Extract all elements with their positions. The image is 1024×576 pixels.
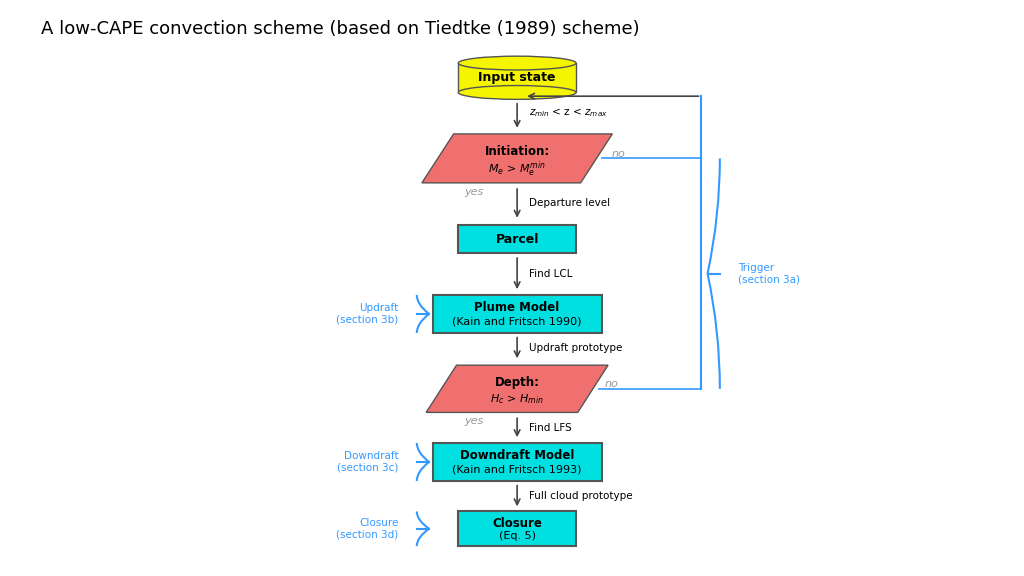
Text: (Kain and Fritsch 1990): (Kain and Fritsch 1990) (453, 316, 582, 327)
Text: Find LFS: Find LFS (529, 423, 572, 433)
Text: $M_e$ > $M_e^{min}$: $M_e$ > $M_e^{min}$ (488, 160, 546, 179)
Text: $H_c$ > $H_{min}$: $H_c$ > $H_{min}$ (490, 392, 544, 406)
Text: Closure
(section 3d): Closure (section 3d) (336, 518, 398, 540)
Text: $z_{min}$ < z < $z_{max}$: $z_{min}$ < z < $z_{max}$ (529, 107, 608, 119)
Text: Trigger
(section 3a): Trigger (section 3a) (738, 263, 801, 285)
Text: (Eq. 5): (Eq. 5) (499, 530, 536, 541)
Text: A low-CAPE convection scheme (based on Tiedtke (1989) scheme): A low-CAPE convection scheme (based on T… (41, 20, 640, 38)
Text: yes: yes (465, 187, 483, 197)
Text: (Kain and Fritsch 1993): (Kain and Fritsch 1993) (453, 464, 582, 475)
Text: Downdraft Model: Downdraft Model (460, 449, 574, 463)
Text: Initiation:: Initiation: (484, 145, 550, 158)
Ellipse shape (459, 56, 575, 70)
Text: no: no (604, 379, 617, 389)
Text: Updraft
(section 3b): Updraft (section 3b) (336, 303, 398, 325)
Ellipse shape (459, 86, 575, 99)
Text: Updraft prototype: Updraft prototype (529, 343, 623, 353)
FancyBboxPatch shape (459, 63, 575, 92)
Text: Full cloud prototype: Full cloud prototype (529, 491, 633, 501)
Text: Departure level: Departure level (529, 198, 610, 209)
FancyBboxPatch shape (459, 225, 575, 253)
FancyBboxPatch shape (432, 444, 602, 480)
Text: Parcel: Parcel (496, 233, 539, 245)
Polygon shape (426, 365, 608, 412)
Text: Find LCL: Find LCL (529, 268, 572, 279)
Text: Depth:: Depth: (495, 376, 540, 389)
Text: Downdraft
(section 3c): Downdraft (section 3c) (337, 451, 398, 473)
FancyBboxPatch shape (459, 511, 575, 546)
Text: Closure: Closure (493, 517, 542, 530)
Text: no: no (611, 149, 625, 159)
FancyBboxPatch shape (432, 295, 602, 333)
Polygon shape (422, 134, 612, 183)
Text: Input state: Input state (478, 71, 556, 84)
Text: yes: yes (465, 416, 483, 426)
Text: Plume Model: Plume Model (474, 301, 560, 314)
